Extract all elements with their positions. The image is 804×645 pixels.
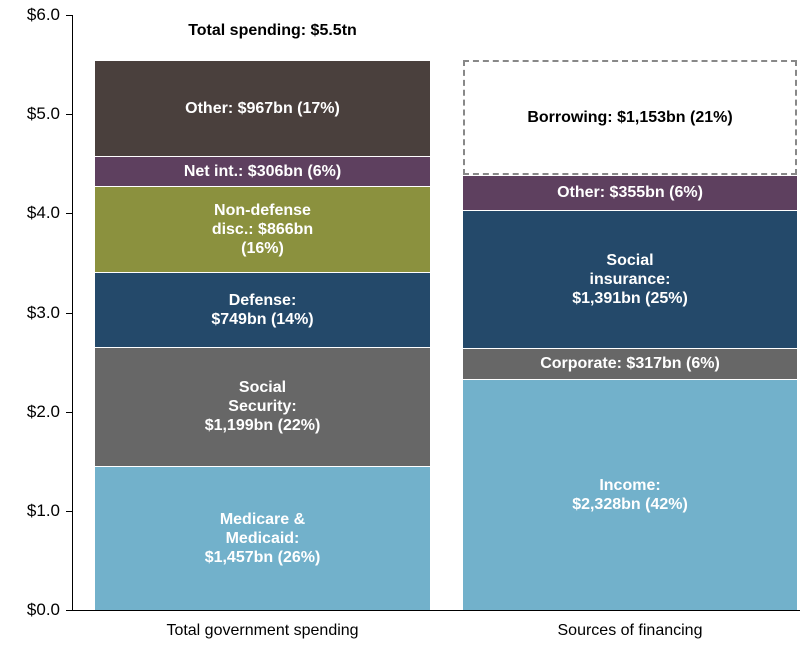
bar-segment: Defense: $749bn (14%) (95, 272, 430, 347)
segment-label: Borrowing: $1,153bn (21%) (527, 108, 733, 126)
y-tick (66, 510, 72, 512)
segment-label: Non-defense (214, 202, 311, 220)
segment-label: Corporate: $317bn (6%) (540, 355, 720, 373)
y-tick-label: $1.0 (26, 500, 60, 520)
y-tick-label: $6.0 (26, 5, 60, 24)
segment-label: Medicaid: (225, 529, 300, 547)
segment-label: insurance: (589, 270, 671, 288)
bar-segment: Non-defense disc.: $866bn (16%) (95, 186, 430, 273)
bar-segment: Medicare & Medicaid: $1,457bn (26%) (95, 465, 430, 610)
y-axis (72, 15, 73, 610)
segment-label: Social (238, 379, 287, 397)
segment-label: $2,328bn (42%) (572, 496, 688, 514)
segment-label: Security: (228, 398, 297, 416)
y-tick (66, 411, 72, 413)
y-tick-label: $5.0 (26, 104, 60, 124)
segment-label: $1,457bn (26%) (204, 548, 321, 566)
x-axis (72, 610, 800, 611)
x-tick-label: Sources of financing (557, 622, 703, 639)
segment-label: (16%) (241, 240, 284, 258)
bar-segment: Social Security: $1,199bn (22%) (95, 346, 430, 466)
x-tick-label: Total government spending (166, 622, 359, 639)
bar-segment: Social insurance: $1,391bn (25%) (463, 209, 797, 348)
y-tick-label: $3.0 (26, 302, 60, 322)
segment-label: Other: $967bn (17%) (185, 100, 340, 118)
bar-segment: Other: $967bn (17%) (95, 60, 430, 157)
segment-label: Medicare & (219, 510, 306, 528)
y-tick-label: $0.0 (26, 600, 60, 619)
segment-label: $749bn (14%) (211, 310, 314, 328)
y-tick (66, 610, 72, 611)
bar-segment: Income: $2,328bn (42%) (463, 379, 797, 610)
segment-label: disc.: $866bn (211, 221, 314, 239)
bar-segment: Net int.: $306bn (6%) (95, 156, 430, 187)
segment-label: $1,199bn (22%) (204, 417, 321, 435)
bar-segment: Corporate: $317bn (6%) (463, 347, 797, 380)
segment-label: $1,391bn (25%) (572, 289, 688, 307)
bar-segment: Other: $355bn (6%) (463, 174, 797, 210)
segment-label: Other: $355bn (6%) (557, 184, 703, 202)
y-tick-label: $2.0 (26, 401, 60, 421)
segment-label: Net int.: $306bn (6%) (183, 163, 342, 181)
chart-title: Total spending: $5.5tn (188, 22, 357, 39)
y-tick (66, 114, 72, 116)
y-tick (66, 213, 72, 215)
bar-segment: Borrowing: $1,153bn (21%) (463, 60, 797, 175)
segment-label: Defense: (228, 291, 297, 309)
segment-label: Social (606, 251, 654, 269)
y-tick (66, 312, 72, 314)
segment-label: Income: (599, 477, 661, 495)
y-tick-label: $4.0 (26, 203, 60, 223)
y-tick (66, 15, 72, 16)
